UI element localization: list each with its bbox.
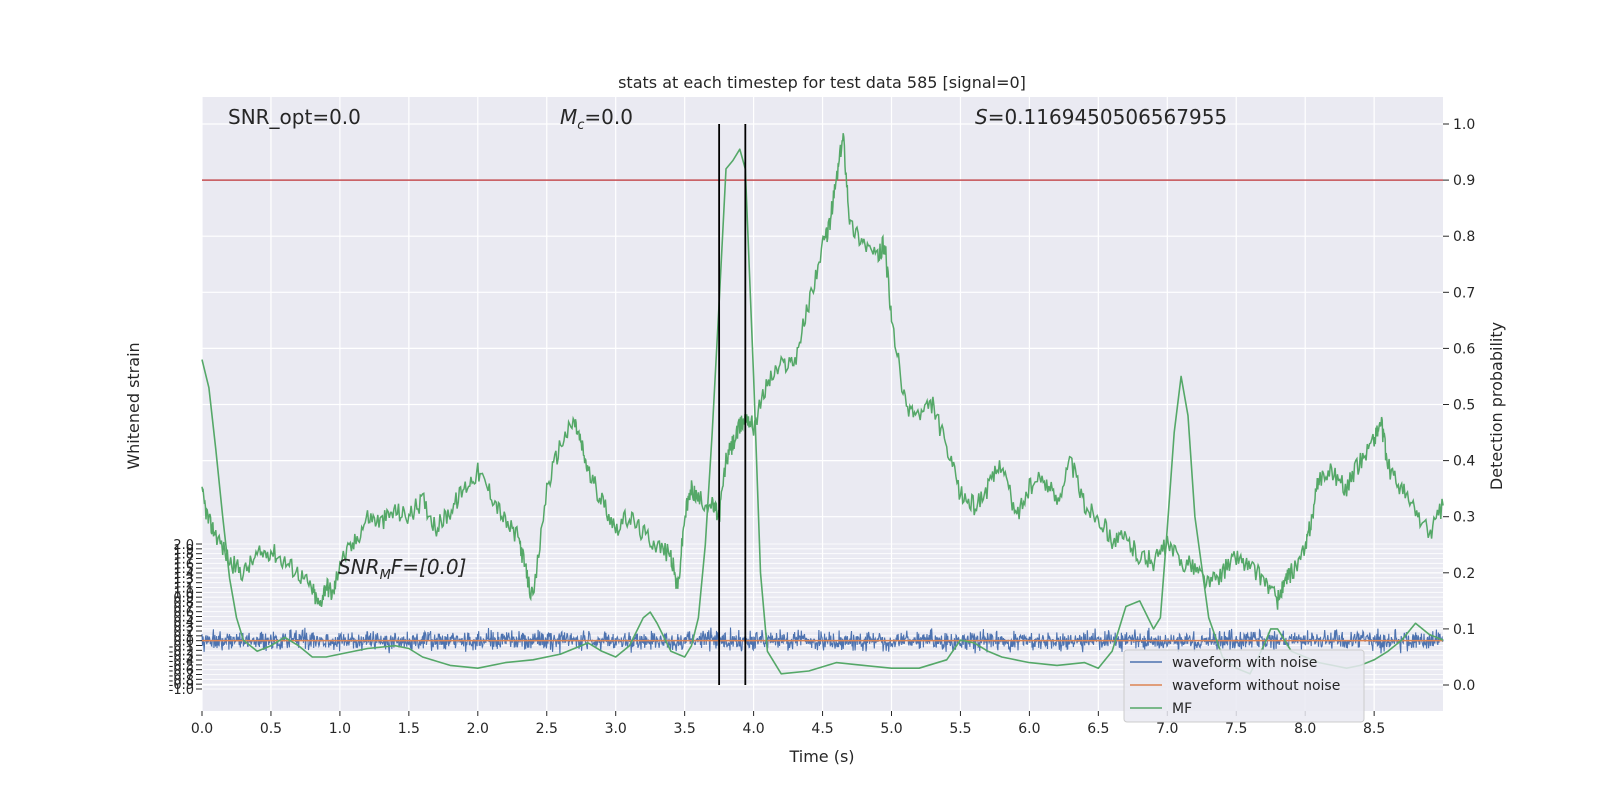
mc-subscript: c [577, 118, 584, 133]
legend-box [1123, 649, 1365, 723]
left-y-tick-label-16: 0.6 [173, 606, 194, 621]
left-y-tick-label-29: 1.9 [173, 543, 194, 558]
left-y-tick-label-22: 1.2 [173, 577, 194, 592]
x-tick-label-15: 7.5 [1225, 721, 1247, 737]
snr-mf-rest: F=[0.0] [391, 555, 467, 579]
left-y-tick-label-26: 1.6 [173, 557, 194, 572]
left-y-tick-label-27: 1.7 [173, 553, 194, 568]
left-y-tick-label-11: 0.1 [173, 630, 194, 645]
left-y-tick-label-12: 0.2 [173, 625, 194, 640]
left-y-tick-label-14: 0.4 [173, 615, 194, 630]
x-tick-label-9: 4.5 [811, 721, 833, 737]
left-y-tick-label-7: -0.3 [169, 649, 194, 664]
right-y-tick-label-6: 0.6 [1453, 341, 1475, 357]
left-y-tick-label-18: 0.8 [173, 596, 194, 611]
right-y-tick-label-5: 0.5 [1453, 398, 1475, 414]
left-y-tick-label-8: -0.2 [169, 644, 194, 659]
right-y-tick-label-9: 0.9 [1453, 173, 1475, 189]
x-tick-label-7: 3.5 [674, 721, 696, 737]
left-y-tick-label-2: -0.8 [169, 673, 194, 688]
x-tick-label-13: 6.5 [1087, 721, 1109, 737]
left-y-axis-label: Whitened strain [124, 342, 143, 469]
left-y-axis-ticks: -1.0-0.9-0.8-0.7-0.6-0.5-0.4-0.3-0.2-0.1… [169, 538, 202, 698]
left-y-tick-label-0: -1.0 [169, 683, 194, 698]
left-y-tick-label-21: 1.1 [173, 582, 194, 597]
snr-mf-annotation: SNRMF=[0.0] [338, 555, 466, 583]
mc-symbol: M [560, 105, 577, 129]
series-detection-probability [201, 133, 1444, 610]
legend-label-noise: waveform with noise [1172, 655, 1317, 671]
s-annotation: S=0.1169450506567955 [975, 105, 1227, 129]
left-y-tick-label-17: 0.7 [173, 601, 194, 616]
right-y-tick-label-1: 0.1 [1453, 622, 1475, 638]
x-tick-label-11: 5.5 [949, 721, 971, 737]
right-y-axis-ticks: 0.0 0.1 0.2 0.3 0.4 0.5 0.6 0.7 0.8 0.9 1.0 [1443, 117, 1475, 694]
x-tick-label-8: 4.0 [742, 721, 764, 737]
left-y-tick-label-9: -0.1 [169, 640, 194, 655]
legend: waveform with noise waveform without noi… [1123, 649, 1365, 723]
left-y-tick-label-23: 1.3 [173, 572, 194, 587]
vertical-markers [718, 124, 747, 685]
right-y-tick-label-3: 0.3 [1453, 510, 1475, 526]
x-tick-label-3: 1.5 [398, 721, 420, 737]
right-y-axis-label: Detection probability [1487, 322, 1506, 490]
chart-title: stats at each timestep for test data 585… [618, 73, 1026, 92]
legend-label-clean: waveform without noise [1172, 678, 1340, 694]
x-tick-label-1: 0.5 [260, 721, 282, 737]
left-y-tick-label-6: -0.4 [169, 654, 194, 669]
right-y-tick-label-4: 0.4 [1453, 454, 1475, 470]
mc-value: =0.0 [584, 105, 633, 129]
right-y-tick-label-7: 0.7 [1453, 285, 1475, 301]
x-tick-label-14: 7.0 [1156, 721, 1178, 737]
left-y-tick-label-1: -0.9 [169, 678, 194, 693]
s-symbol: S [975, 105, 988, 129]
left-y-tick-label-10: 0.0 [173, 635, 194, 650]
left-y-tick-label-15: 0.5 [173, 611, 194, 626]
left-y-tick-label-30: 2.0 [173, 538, 194, 553]
series-waveform-with-noise [201, 627, 1444, 654]
series-mf [201, 148, 1444, 675]
mc-annotation: Mc=0.0 [560, 105, 633, 133]
x-tick-label-6: 3.0 [605, 721, 627, 737]
x-tick-label-5: 2.5 [536, 721, 558, 737]
x-tick-label-17: 8.5 [1363, 721, 1385, 737]
right-y-tick-label-8: 0.8 [1453, 229, 1475, 245]
x-tick-label-10: 5.0 [880, 721, 902, 737]
left-y-tick-label-13: 0.3 [173, 620, 194, 635]
left-y-tick-label-3: -0.7 [169, 669, 194, 684]
right-y-tick-label-10: 1.0 [1453, 117, 1475, 133]
right-y-tick-label-0: 0.0 [1453, 678, 1475, 694]
x-tick-label-0: 0.0 [191, 721, 213, 737]
series-group [201, 133, 1444, 675]
x-tick-label-4: 2.0 [467, 721, 489, 737]
left-y-tick-label-19: 0.9 [173, 591, 194, 606]
s-value: =0.1169450506567955 [988, 105, 1227, 129]
left-y-tick-label-24: 1.4 [173, 567, 194, 582]
x-axis-ticks: 0.0 0.5 1.0 1.5 2.0 2.5 3.0 3.5 4.0 4.5 5.0 5.5 6.0 6… [191, 711, 1385, 737]
right-y-tick-label-2: 0.2 [1453, 566, 1475, 582]
x-tick-label-16: 8.0 [1294, 721, 1316, 737]
legend-label-mf: MF [1172, 701, 1192, 717]
snr-mf-subscript: M [380, 568, 391, 583]
x-tick-label-2: 1.0 [329, 721, 351, 737]
left-y-tick-label-25: 1.5 [173, 562, 194, 577]
x-tick-label-12: 6.0 [1018, 721, 1040, 737]
snr-opt-annotation: SNR_opt=0.0 [228, 105, 361, 129]
x-axis-label: Time (s) [788, 747, 854, 766]
left-y-tick-label-28: 1.8 [173, 548, 194, 563]
snr-mf-symbol: SNR [338, 555, 380, 579]
left-y-tick-label-20: 1.0 [173, 586, 194, 601]
left-y-tick-label-4: -0.6 [169, 664, 194, 679]
left-y-tick-label-5: -0.5 [169, 659, 194, 674]
